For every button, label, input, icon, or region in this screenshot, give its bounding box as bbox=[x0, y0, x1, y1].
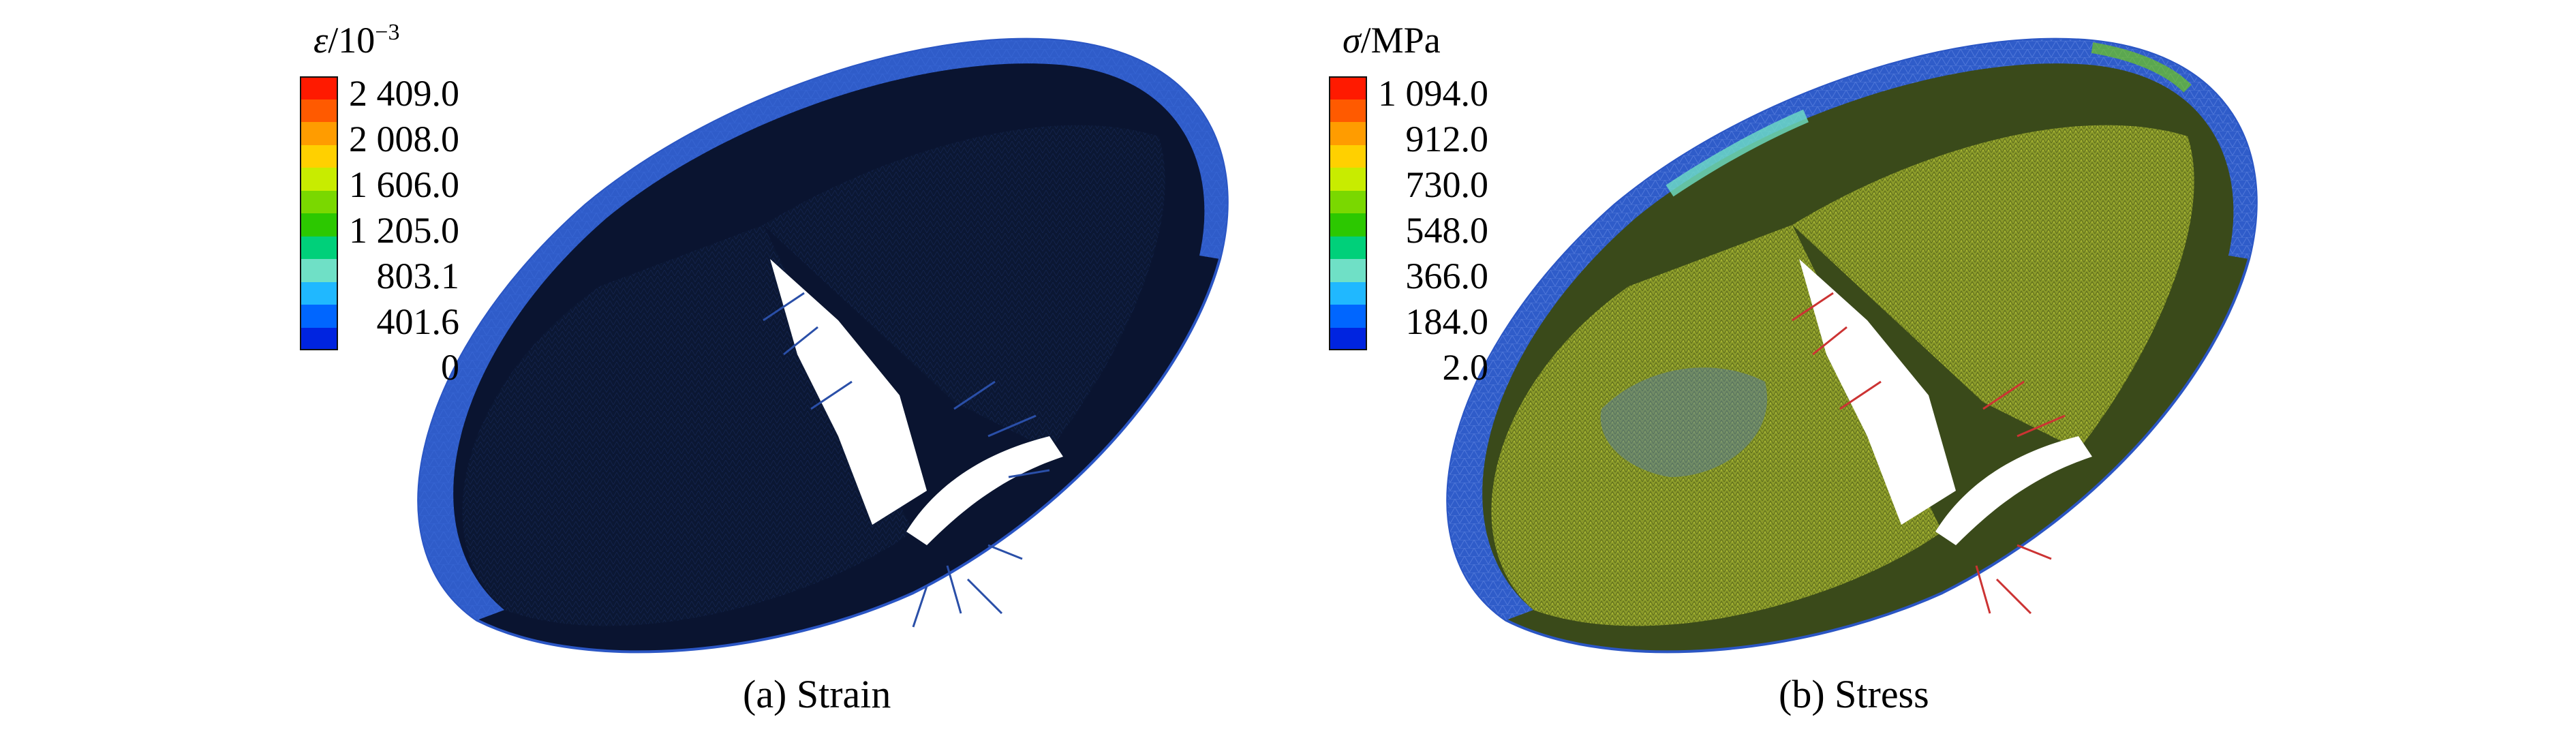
swatch bbox=[300, 213, 338, 236]
swatch bbox=[300, 327, 338, 350]
torn-gap bbox=[770, 259, 927, 525]
swatch bbox=[1329, 76, 1367, 100]
tick-label: 401.6 bbox=[376, 301, 460, 342]
swatch bbox=[300, 168, 338, 191]
swatch bbox=[300, 236, 338, 259]
tick-label: 2 409.0 bbox=[349, 73, 459, 114]
torn-gap bbox=[1799, 259, 1956, 525]
fracture-spikes bbox=[1792, 292, 2066, 615]
swatch bbox=[1329, 122, 1367, 145]
swatch bbox=[300, 76, 338, 100]
tick-label: 912.0 bbox=[1405, 119, 1489, 159]
swatch bbox=[1329, 305, 1367, 328]
tick-label: 1 094.0 bbox=[1378, 73, 1488, 114]
swatch bbox=[1329, 213, 1367, 236]
stress-contour-plot bbox=[1446, 37, 2258, 654]
tick-label: 1 205.0 bbox=[349, 210, 459, 251]
swatch bbox=[300, 305, 338, 328]
legend-ticks: 1 094.0 912.0 730.0 548.0 366.0 184.0 2.… bbox=[1366, 73, 1489, 386]
tick-label: 730.0 bbox=[1405, 164, 1489, 205]
color-scale-bar bbox=[300, 76, 338, 350]
tick-label: 2 008.0 bbox=[349, 119, 459, 159]
swatch bbox=[1329, 99, 1367, 122]
petal-right bbox=[1792, 125, 2194, 450]
tick-label: 803.1 bbox=[376, 256, 460, 296]
legend-title: ε/10−3 bbox=[313, 20, 400, 61]
fracture-spikes bbox=[763, 292, 1050, 628]
swatch bbox=[300, 190, 338, 213]
tick-label: 2.0 bbox=[1442, 347, 1489, 388]
swatch bbox=[1329, 327, 1367, 350]
tick-label: 0 bbox=[441, 347, 459, 388]
swatch bbox=[300, 99, 338, 122]
swatch bbox=[1329, 259, 1367, 282]
tick-label: 548.0 bbox=[1405, 210, 1489, 251]
panel-caption: (b) Stress bbox=[1779, 672, 1929, 716]
legend-title: σ/MPa bbox=[1343, 20, 1441, 61]
tick-label: 366.0 bbox=[1405, 256, 1489, 296]
strain-contour-plot bbox=[417, 37, 1229, 654]
tick-label: 1 606.0 bbox=[349, 164, 459, 205]
swatch bbox=[1329, 281, 1367, 305]
stress-panel: σ/MPa 1 094.0 912.0 730.0 548.0 366.0 18… bbox=[1288, 0, 2576, 734]
tick-label: 184.0 bbox=[1405, 301, 1489, 342]
swatch bbox=[1329, 190, 1367, 213]
swatch bbox=[300, 122, 338, 145]
swatch bbox=[1329, 236, 1367, 259]
swatch bbox=[1329, 168, 1367, 191]
swatch bbox=[1329, 144, 1367, 168]
panel-caption: (a) Strain bbox=[743, 672, 891, 716]
swatch bbox=[300, 259, 338, 282]
strain-panel: ε/10−3 2 409.0 2 008.0 1 606.0 1 205.0 8… bbox=[300, 20, 1229, 716]
swatch bbox=[300, 144, 338, 168]
swatch bbox=[300, 281, 338, 305]
color-scale-bar bbox=[1329, 76, 1367, 350]
legend-ticks: 2 409.0 2 008.0 1 606.0 1 205.0 803.1 40… bbox=[337, 73, 460, 386]
